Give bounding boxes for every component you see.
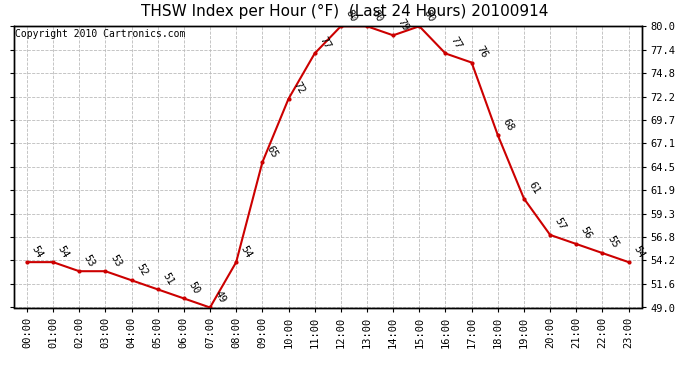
Text: 77: 77 [317, 35, 333, 51]
Text: 51: 51 [161, 271, 175, 286]
Text: 55: 55 [605, 234, 620, 250]
Text: 54: 54 [631, 243, 647, 260]
Text: 54: 54 [30, 243, 45, 260]
Text: 79: 79 [396, 17, 411, 33]
Text: Copyright 2010 Cartronics.com: Copyright 2010 Cartronics.com [15, 29, 186, 39]
Text: 54: 54 [56, 243, 71, 260]
Text: 57: 57 [553, 216, 568, 232]
Text: 53: 53 [82, 253, 97, 268]
Text: 68: 68 [500, 117, 515, 132]
Text: 80: 80 [370, 8, 385, 24]
Text: 72: 72 [291, 80, 306, 96]
Text: 77: 77 [448, 35, 463, 51]
Text: 80: 80 [422, 8, 437, 24]
Text: 80: 80 [344, 8, 359, 24]
Text: 76: 76 [475, 44, 489, 60]
Text: 56: 56 [579, 225, 594, 241]
Text: 65: 65 [265, 144, 280, 159]
Text: THSW Index per Hour (°F)  (Last 24 Hours) 20100914: THSW Index per Hour (°F) (Last 24 Hours)… [141, 4, 549, 19]
Text: 50: 50 [186, 280, 201, 296]
Text: 53: 53 [108, 253, 123, 268]
Text: 52: 52 [135, 262, 149, 278]
Text: 54: 54 [239, 243, 254, 260]
Text: 61: 61 [526, 180, 542, 196]
Text: 49: 49 [213, 289, 228, 305]
